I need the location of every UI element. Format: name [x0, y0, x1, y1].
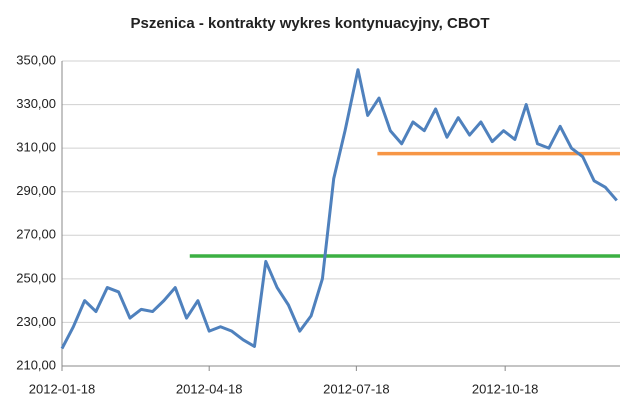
y-tick-label: 250,00 [16, 270, 56, 285]
y-tick-label: 350,00 [16, 52, 56, 67]
x-tick-label: 2012-10-18 [472, 381, 539, 396]
x-tick-label: 2012-01-18 [29, 381, 96, 396]
y-tick-label: 230,00 [16, 314, 56, 329]
price-line [60, 68, 618, 350]
y-tick-label: 330,00 [16, 96, 56, 111]
y-tick-label: 270,00 [16, 227, 56, 242]
chart-title: Pszenica - kontrakty wykres kontynuacyjn… [130, 15, 489, 32]
x-tick-label: 2012-07-18 [323, 381, 390, 396]
y-tick-label: 210,00 [16, 357, 56, 372]
y-tick-label: 310,00 [16, 140, 56, 155]
y-tick-label: 290,00 [16, 183, 56, 198]
x-tick-label: 2012-04-18 [176, 381, 243, 396]
